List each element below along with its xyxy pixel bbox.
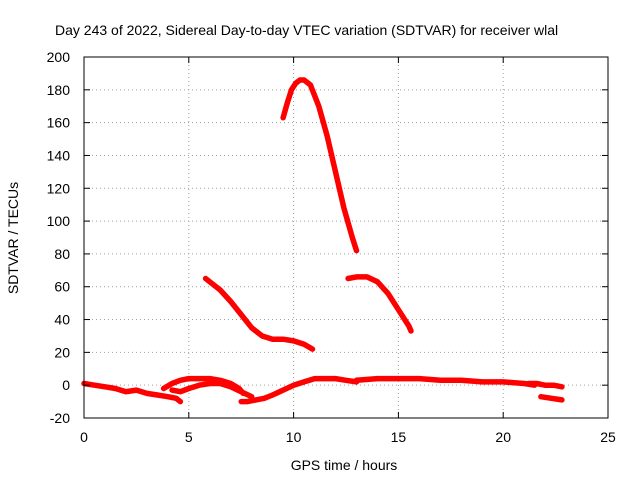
x-axis-label: GPS time / hours (291, 457, 398, 473)
y-tick-label: 20 (54, 344, 70, 360)
y-tick-label: 60 (54, 279, 70, 295)
x-tick-label: 25 (600, 429, 616, 445)
y-tick-label: 200 (47, 49, 71, 65)
x-tick-label: 0 (80, 429, 88, 445)
plot-frame (83, 56, 609, 419)
x-tick-label: 15 (391, 429, 407, 445)
x-tick-label: 5 (185, 429, 193, 445)
x-tick-label: 20 (495, 429, 511, 445)
series-arc-5 (353, 375, 538, 388)
y-tick-label: 180 (47, 82, 71, 98)
series-arc-7 (538, 393, 565, 403)
y-tick-label: 0 (62, 377, 70, 393)
data-series (81, 77, 565, 405)
series-arc-6 (525, 380, 565, 390)
grid (84, 57, 608, 418)
series-arc-8 (202, 275, 316, 352)
y-tick-label: 120 (47, 180, 71, 196)
chart-title: Day 243 of 2022, Sidereal Day-to-day VTE… (55, 22, 558, 38)
y-axis-label: SDTVAR / TECUs (5, 182, 21, 294)
series-arc-3 (169, 380, 255, 400)
y-axis-tick-labels: -20 0 20 40 60 80 100 120 140 160 180 200 (47, 49, 71, 426)
x-tick-label: 10 (286, 429, 302, 445)
y-tick-label: 100 (47, 213, 71, 229)
y-tick-label: 80 (54, 246, 70, 262)
axis-ticks (83, 56, 609, 419)
y-tick-label: 160 (47, 115, 71, 131)
series-arc-4 (238, 375, 360, 405)
y-tick-label: 40 (54, 312, 70, 328)
x-axis-tick-labels: 0 5 10 15 20 25 (80, 429, 616, 445)
series-arc-9 (280, 77, 360, 254)
series-arc-10 (345, 274, 414, 334)
series-arc-1 (81, 380, 184, 405)
y-tick-label: -20 (50, 410, 70, 426)
y-tick-label: 140 (47, 147, 71, 163)
